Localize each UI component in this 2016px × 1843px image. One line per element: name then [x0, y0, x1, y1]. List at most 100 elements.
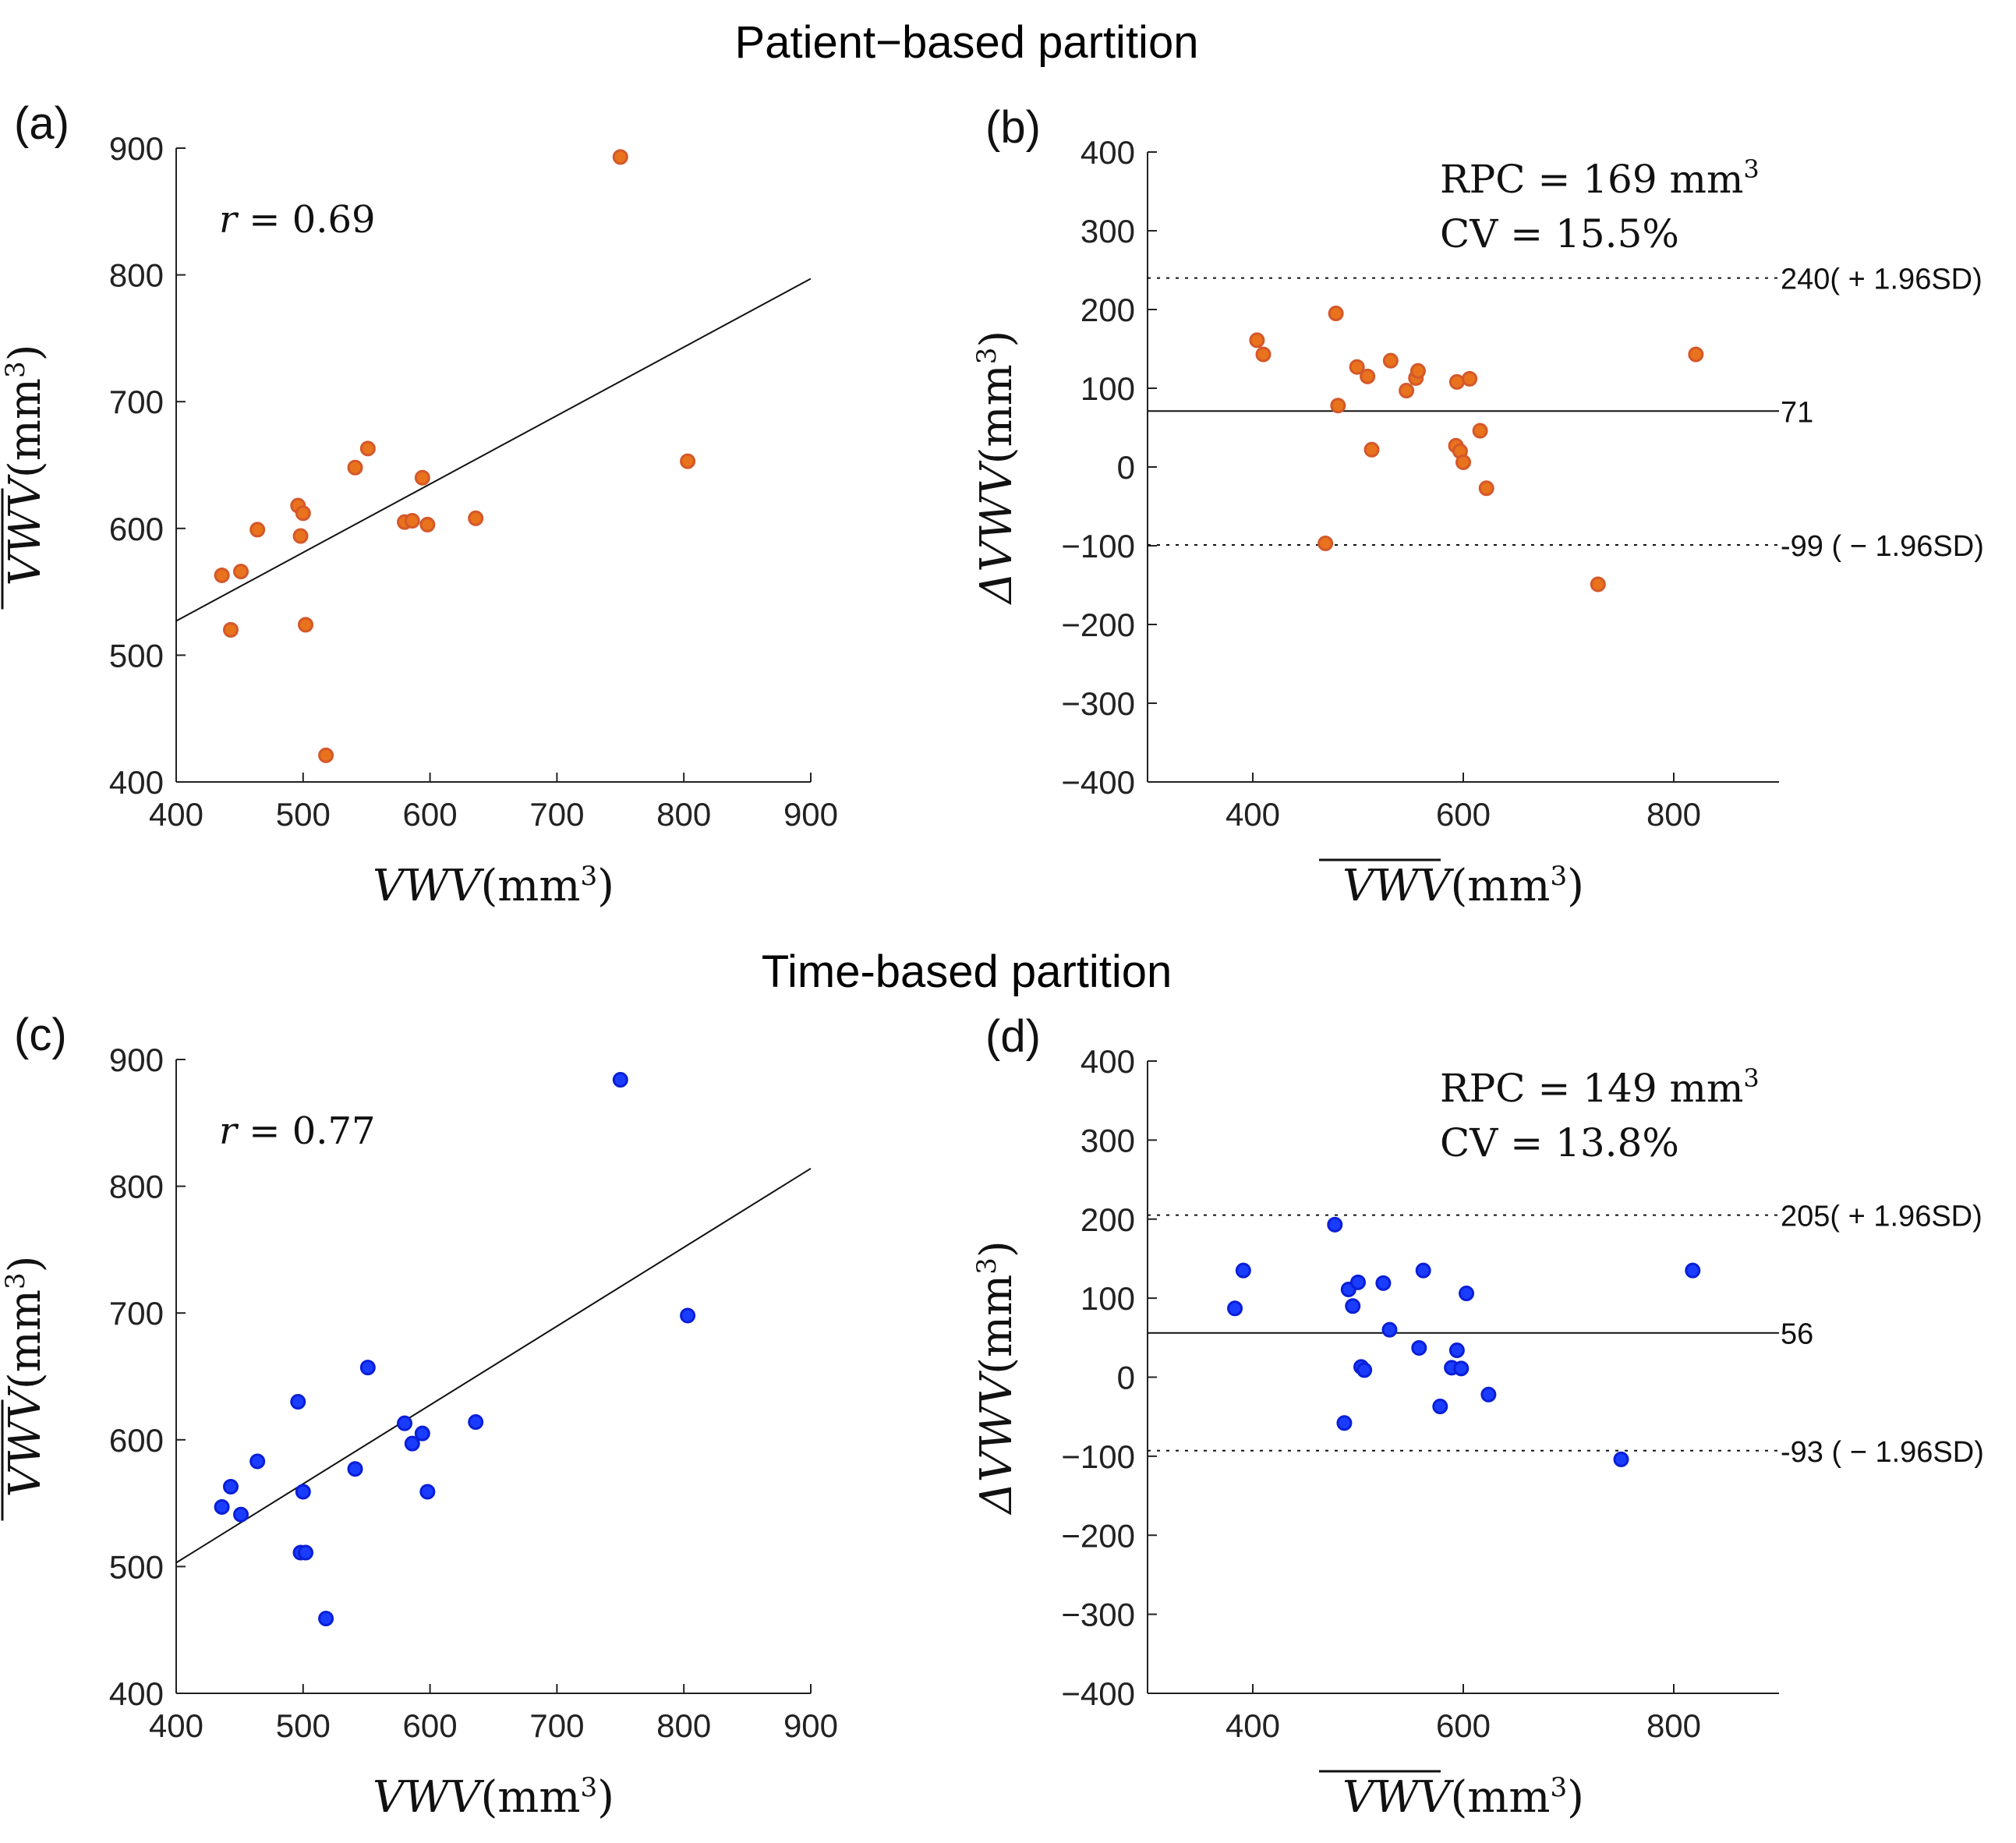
data-point	[1255, 346, 1271, 363]
data-point	[1360, 368, 1376, 384]
bottom-title: Time-based partition	[762, 946, 1172, 997]
x-tick-label: 800	[1646, 1707, 1701, 1744]
x-tick-label: 400	[149, 796, 203, 833]
y-tick-label: 100	[1081, 1280, 1135, 1317]
data-point	[414, 1425, 430, 1442]
data-point	[612, 149, 628, 165]
data-point	[1235, 1262, 1251, 1279]
data-point	[1249, 332, 1265, 348]
x-tick-label: 400	[149, 1707, 203, 1744]
data-point	[1415, 1262, 1431, 1279]
x-tick-label: 600	[403, 796, 458, 833]
data-point	[1375, 1275, 1392, 1291]
data-point	[1345, 1298, 1361, 1314]
y-tick-label: −200	[1061, 1517, 1135, 1554]
data-point	[419, 516, 436, 532]
data-point	[1472, 423, 1488, 439]
data-point	[1327, 1216, 1343, 1233]
y-tick-label: −300	[1061, 685, 1135, 722]
y-axis-label: VWV(mm3)	[0, 344, 51, 585]
y-tick-label: −100	[1061, 1438, 1135, 1475]
y-tick-label: 400	[1081, 134, 1135, 171]
y-tick-label: 700	[109, 384, 164, 420]
data-point	[318, 747, 334, 763]
data-point	[1356, 1362, 1373, 1378]
data-point	[1227, 1300, 1243, 1317]
data-point	[233, 564, 249, 580]
data-point	[1399, 383, 1415, 399]
x-tick-label: 900	[783, 796, 838, 833]
y-tick-label: 700	[109, 1295, 164, 1332]
data-point	[397, 1415, 413, 1431]
r-annotation: r = 0.69	[219, 198, 376, 242]
lower-limit-line-label: -99 ( − 1.96SD)	[1781, 530, 1984, 563]
data-point	[359, 440, 376, 457]
y-tick-label: 500	[109, 637, 164, 674]
data-point	[1317, 535, 1334, 551]
x-tick-label: 400	[1226, 796, 1280, 833]
data-point	[249, 1453, 266, 1470]
cv-annotation: CV = 15.5%	[1440, 211, 1679, 256]
y-tick-label: 300	[1081, 213, 1135, 249]
data-point	[1462, 370, 1478, 387]
y-tick-label: −400	[1061, 764, 1135, 801]
y-tick-label: −200	[1061, 607, 1135, 643]
panel-d: 400 600 800 −400 −300 −200 −100 0 100 200 300 400 (d…	[971, 1011, 1984, 1823]
data-point	[680, 453, 696, 469]
data-point	[1382, 352, 1399, 369]
fit-line	[175, 278, 812, 622]
top-title: Patient−based partition	[735, 17, 1199, 68]
y-tick-label: 600	[109, 1422, 164, 1459]
data-point	[680, 1307, 696, 1324]
data-point	[1448, 373, 1465, 390]
data-point	[290, 1394, 306, 1410]
data-point	[419, 1484, 436, 1500]
x-tick-label: 600	[403, 1707, 458, 1744]
data-point	[233, 1506, 249, 1523]
data-point	[1685, 1262, 1701, 1279]
x-tick-label: 800	[656, 1707, 711, 1744]
y-tick-label: 800	[109, 1169, 164, 1205]
y-tick-label: 400	[109, 764, 164, 801]
y-tick-label: 600	[109, 511, 164, 547]
cv-annotation: CV = 13.8%	[1440, 1120, 1679, 1166]
upper-limit-line-label: 205( + 1.96SD)	[1781, 1201, 1982, 1233]
y-tick-label: 300	[1081, 1122, 1135, 1159]
rpc-annotation: RPC = 149 mm3	[1440, 1063, 1760, 1111]
data-point	[404, 1435, 420, 1452]
data-point	[1613, 1451, 1629, 1467]
panel-b: 400 600 800 −400 −300 −200 −100 0 100 200 300 400 (b…	[971, 102, 1984, 911]
data-point	[414, 469, 430, 486]
x-axis-label: VWV(mm3)	[373, 861, 614, 911]
x-tick-label: 800	[1646, 796, 1701, 833]
data-point	[468, 510, 484, 526]
upper-limit-line-label: 240( + 1.96SD)	[1781, 264, 1982, 296]
x-tick-label: 500	[276, 1707, 331, 1744]
x-tick-label: 800	[656, 796, 711, 833]
data-point	[347, 459, 363, 476]
x-tick-label: 700	[529, 1707, 584, 1744]
data-point	[1350, 1274, 1366, 1290]
x-tick-label: 400	[1226, 1707, 1280, 1744]
data-point	[1330, 398, 1346, 414]
panel-label: (d)	[985, 1011, 1041, 1062]
panel-label: (c)	[14, 1010, 67, 1060]
lower-limit-line-label: -93 ( − 1.96SD)	[1781, 1436, 1984, 1469]
x-tick-label: 700	[529, 796, 584, 833]
data-point	[223, 621, 239, 638]
panel-label: (b)	[985, 102, 1041, 153]
x-axis-label: VWV(mm3)	[1342, 1772, 1584, 1823]
data-point	[404, 513, 420, 529]
data-point	[295, 505, 311, 522]
y-tick-label: 400	[1081, 1043, 1135, 1080]
mean-line-label: 56	[1781, 1318, 1813, 1351]
panel-a: 400 500 600 700 800 900 400 500 600 700 800 900 (a) V…	[0, 98, 838, 911]
y-tick-label: −300	[1061, 1597, 1135, 1633]
data-point	[298, 1544, 314, 1561]
y-axis-label: ΔVWV(mm3)	[971, 331, 1022, 605]
x-axis-label: VWV(mm3)	[1342, 861, 1584, 911]
data-point	[1381, 1321, 1398, 1338]
x-tick-label: 600	[1436, 796, 1491, 833]
x-tick-label: 900	[783, 1707, 838, 1744]
y-tick-label: 0	[1117, 449, 1135, 486]
